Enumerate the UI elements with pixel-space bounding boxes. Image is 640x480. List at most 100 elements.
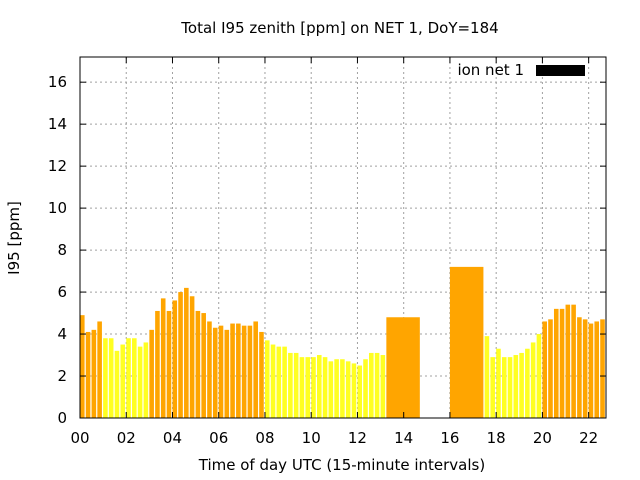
bar [548, 319, 553, 418]
bar [582, 319, 588, 418]
bar [351, 363, 357, 418]
bar [91, 329, 97, 418]
x-tick-label: 20 [533, 429, 552, 447]
bar [108, 338, 114, 418]
bar [594, 321, 600, 418]
bar [501, 357, 507, 418]
bar [126, 338, 131, 418]
plot-frame [79, 56, 607, 419]
bar [201, 313, 206, 418]
bar [513, 355, 519, 418]
x-tick-label: 12 [348, 429, 367, 447]
bar [369, 352, 374, 418]
y-tick-label: 0 [57, 409, 67, 427]
bar [380, 355, 386, 418]
y-tick-label: 2 [57, 367, 67, 385]
y-tick-label: 8 [57, 241, 67, 259]
bar [536, 334, 542, 418]
bar [328, 361, 334, 418]
y-tick-label: 16 [48, 73, 67, 91]
y-axis-label: I95 [ppm] [5, 201, 23, 275]
bar [496, 348, 501, 418]
legend-label-ion-net-1: ion net 1 [457, 61, 524, 79]
bar [530, 342, 536, 418]
bar [363, 359, 368, 418]
y-tick-label: 6 [57, 283, 67, 301]
bar [155, 310, 160, 418]
bar [247, 325, 253, 418]
bar [114, 350, 120, 418]
bar [143, 342, 149, 418]
bar [253, 321, 258, 418]
bar [525, 348, 530, 418]
x-tick-label: 18 [487, 429, 506, 447]
bar [565, 304, 571, 418]
bar [195, 310, 201, 418]
bar [374, 352, 380, 418]
x-tick-label: 10 [302, 429, 321, 447]
bar [340, 359, 345, 418]
bar [288, 352, 293, 418]
x-tick-label: 02 [117, 429, 136, 447]
bar [345, 361, 351, 418]
bar [316, 355, 322, 418]
bar [85, 331, 91, 418]
bar [189, 296, 195, 418]
x-tick-label: 04 [163, 429, 182, 447]
bar [270, 344, 276, 418]
bar [449, 266, 484, 418]
bar [137, 346, 143, 418]
bar [484, 336, 490, 418]
bar [577, 317, 582, 418]
bar [588, 323, 594, 418]
bar [259, 331, 264, 418]
bar [276, 346, 282, 418]
x-tick-label: 16 [440, 429, 459, 447]
bar [571, 304, 576, 418]
chart-title: Total I95 zenith [ppm] on NET 1, DoY=184 [180, 19, 498, 37]
bar [542, 321, 547, 418]
legend-swatch-ion-net-1 [536, 65, 585, 76]
bar [149, 329, 154, 418]
bar [80, 315, 85, 418]
bar [230, 323, 235, 418]
bar [553, 308, 559, 418]
bar [305, 357, 311, 418]
x-tick-label: 22 [579, 429, 598, 447]
bar [293, 352, 299, 418]
bar [178, 292, 183, 418]
bar [559, 308, 565, 418]
legend: ion net 1 [457, 61, 585, 79]
bar [97, 321, 102, 418]
bar [184, 287, 189, 418]
x-tick-label: 14 [394, 429, 413, 447]
bar [120, 344, 126, 418]
bar [357, 365, 363, 418]
bar [507, 357, 513, 418]
bars [80, 266, 605, 418]
bar [103, 338, 108, 418]
x-axis-label: Time of day UTC (15-minute intervals) [198, 456, 485, 474]
bar [224, 329, 230, 418]
bar [386, 317, 420, 418]
bar [519, 352, 524, 418]
bar [207, 321, 212, 418]
bar [241, 325, 247, 418]
bar [166, 310, 172, 418]
bar [282, 346, 287, 418]
y-tick-label: 14 [48, 115, 67, 133]
bar [299, 357, 305, 418]
bar [334, 359, 339, 418]
bar [264, 340, 270, 418]
bar [322, 357, 328, 418]
y-tick-label: 10 [48, 199, 67, 217]
bar [212, 327, 218, 418]
bar [172, 300, 178, 418]
x-tick-label: 00 [70, 429, 89, 447]
bar [218, 325, 224, 418]
y-tick-label: 12 [48, 157, 67, 175]
x-tick-label: 08 [255, 429, 274, 447]
bar [132, 338, 137, 418]
